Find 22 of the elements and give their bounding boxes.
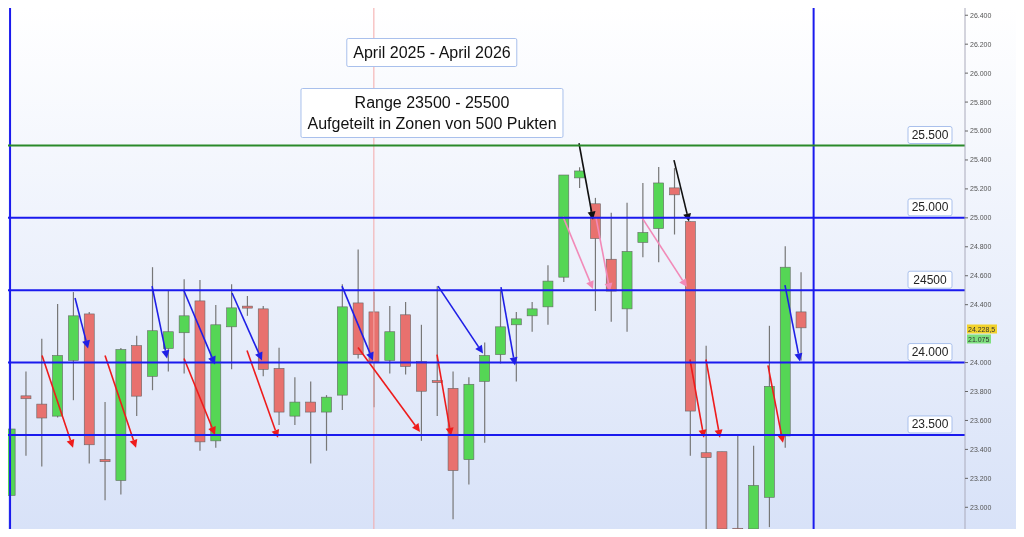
ref-line-label: 24500 (913, 272, 948, 287)
ref-line-label: 23.500 (911, 417, 949, 432)
candlestick (321, 394, 332, 452)
candlestick (242, 295, 253, 317)
candlestick (289, 376, 301, 426)
candlestick (732, 434, 744, 529)
candlestick (36, 338, 48, 468)
candlestick (178, 278, 190, 375)
ref-line-label: 25.000 (911, 200, 949, 215)
candlestick (637, 182, 649, 258)
candlestick (99, 401, 111, 501)
annotation: Range 23500 - 25500 Aufgeteilt in Zonen von 500 Pukten (307, 93, 557, 134)
candlestick (431, 285, 443, 417)
candlestick (305, 380, 316, 465)
candlestick (669, 167, 680, 236)
candlestick (226, 283, 237, 370)
candlestick (526, 301, 538, 333)
ref-line-label: 25.500 (911, 127, 949, 142)
candlestick (574, 166, 585, 189)
ref-line-label: 24.000 (911, 345, 949, 360)
candlestick (20, 370, 32, 457)
annotation: April 2025 - April 2026 (353, 43, 511, 63)
